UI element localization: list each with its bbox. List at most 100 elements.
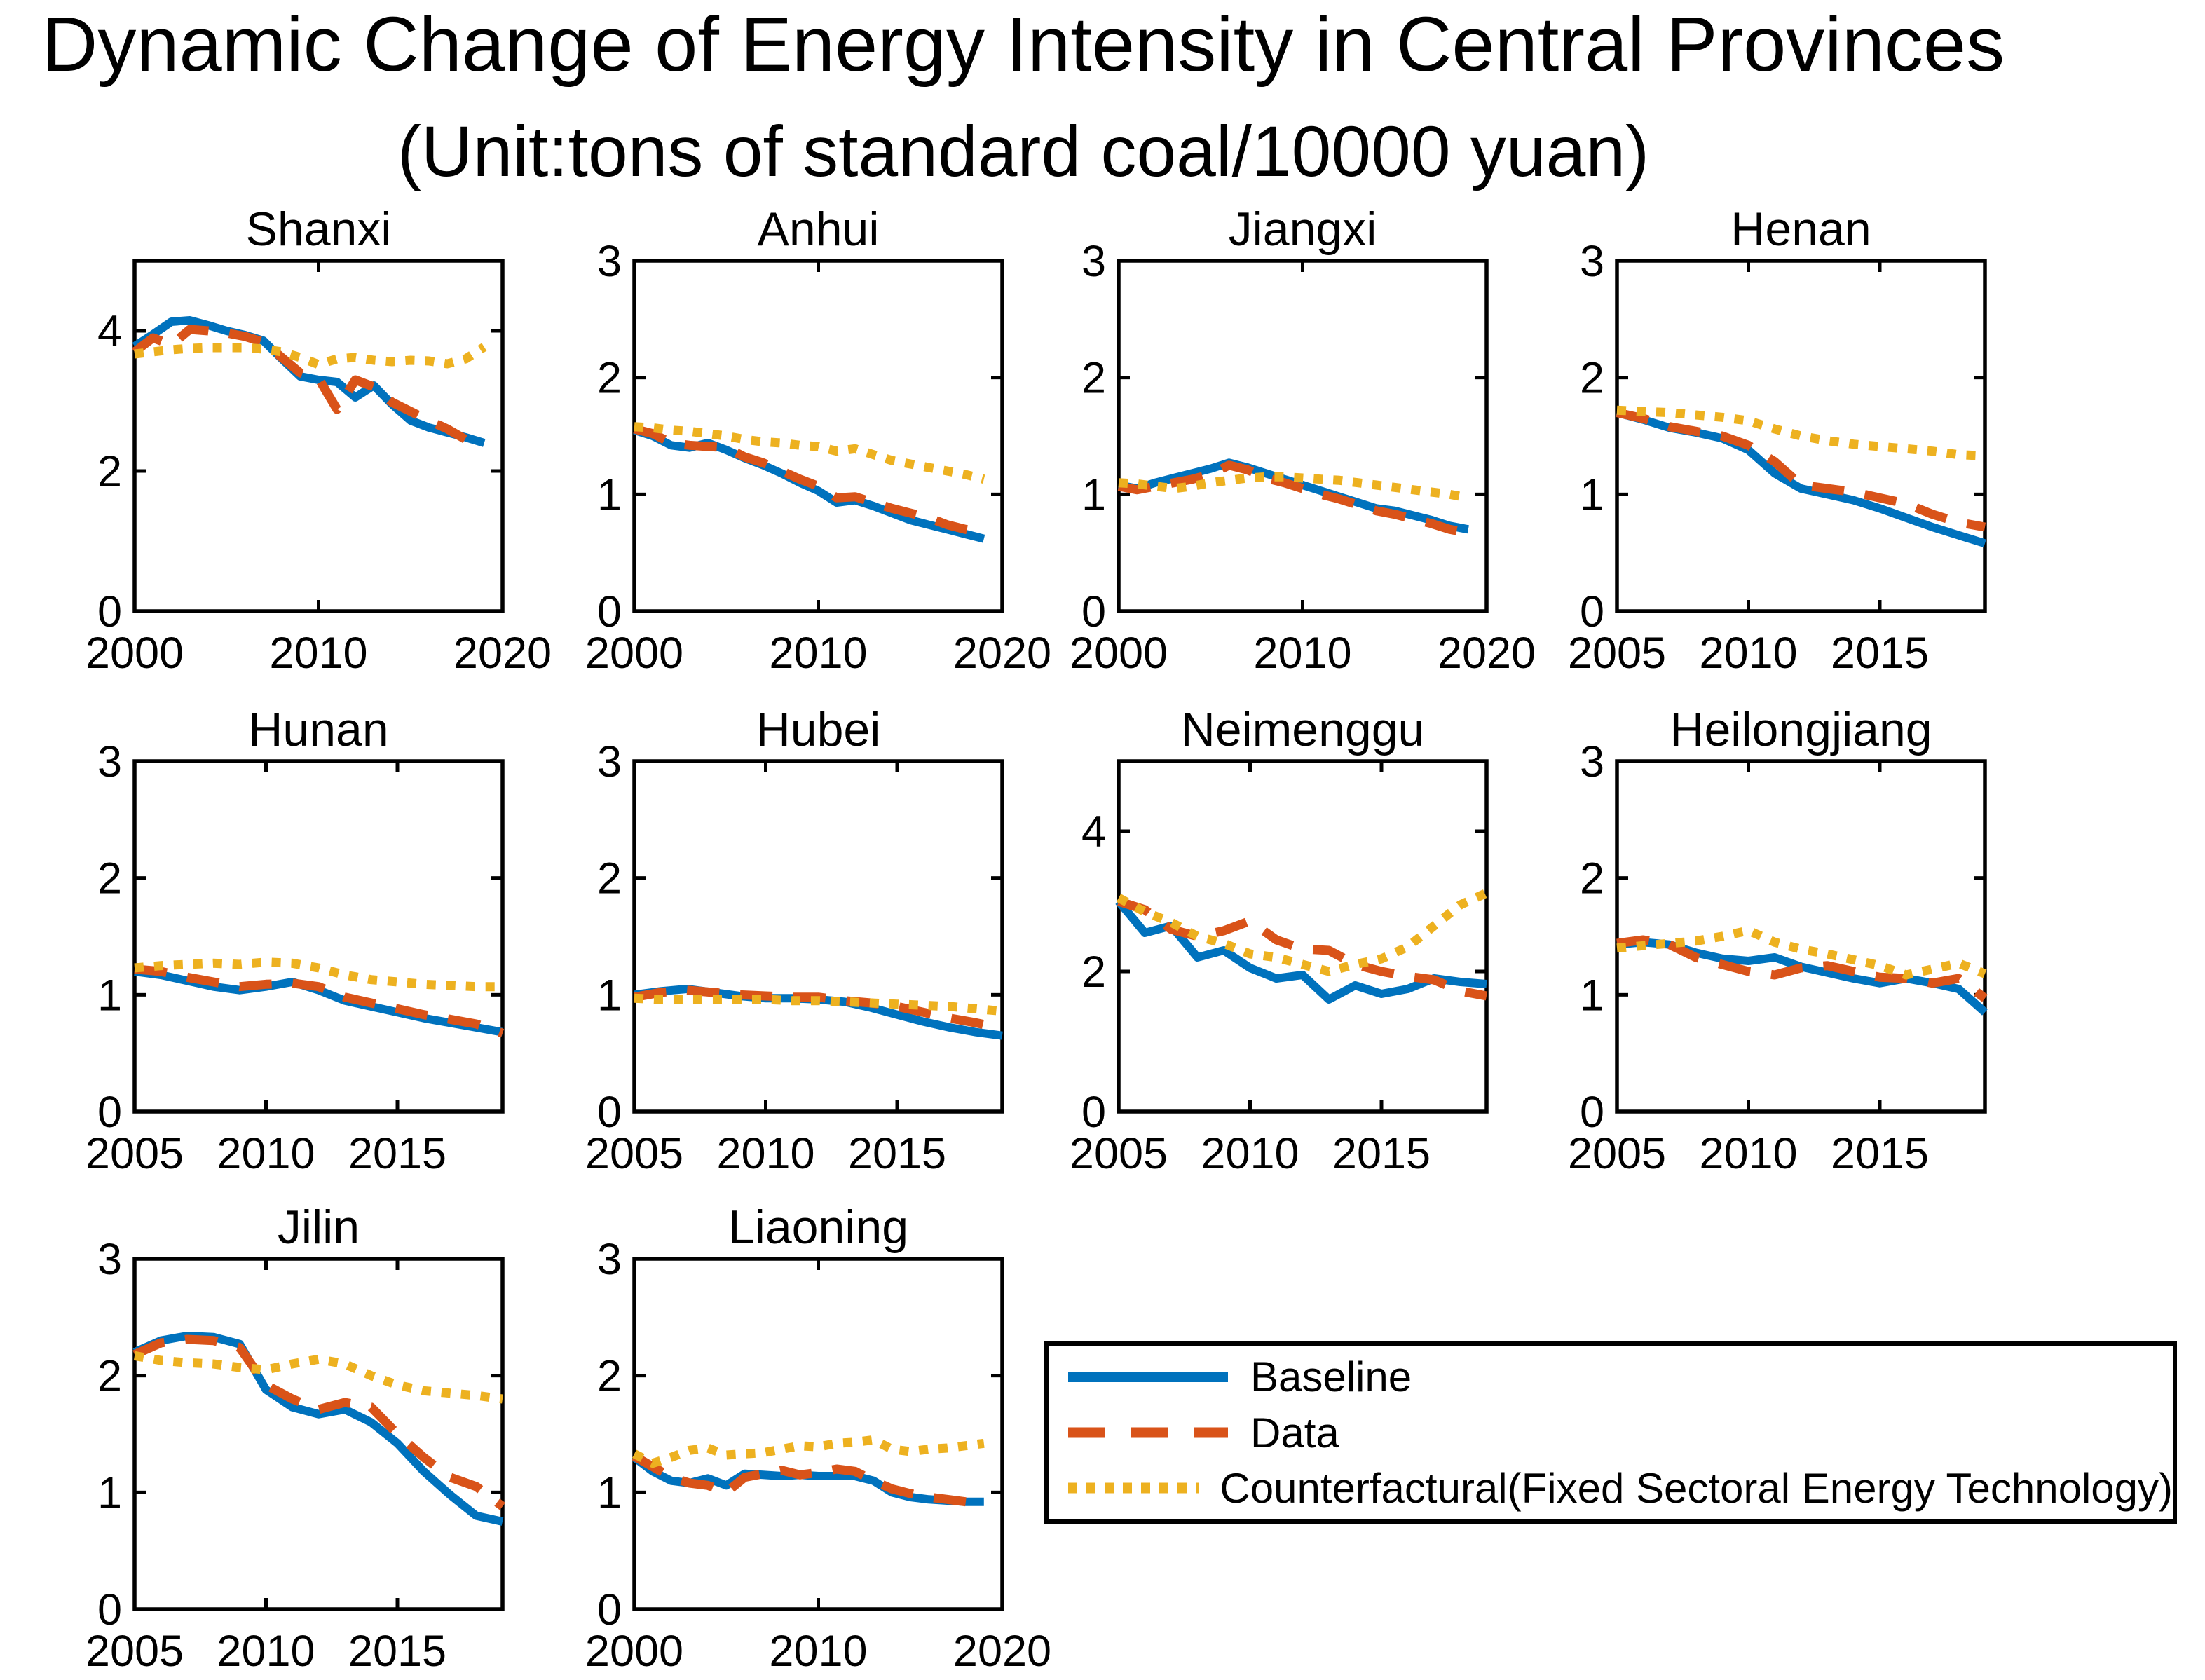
neimenggu-plot-area: Neimenggu 2005 2010 2015 0 2 4 bbox=[1070, 703, 1489, 1178]
subplot-jiangxi: Jiangxi 2000 2010 2020 0 1 2 3 bbox=[1020, 198, 1557, 688]
anhui-ytick-label: 2 bbox=[597, 354, 622, 403]
henan-axes-box bbox=[1615, 259, 1987, 613]
legend-line-sample-counterfactual-icon bbox=[1068, 1482, 1199, 1494]
jilin-axes-box bbox=[132, 1257, 505, 1611]
liaoning-data-line bbox=[632, 1452, 985, 1509]
heilongjiang-plot-area: Heilongjiang 2005 2010 2015 0 1 2 3 bbox=[1568, 703, 1988, 1178]
henan-ytick-label: 2 bbox=[1580, 354, 1604, 403]
hunan-subplot-title: Hunan bbox=[248, 703, 388, 756]
anhui-ytick-label: 0 bbox=[597, 587, 622, 636]
henan-ytick-label: 0 bbox=[1580, 587, 1604, 636]
subplot-henan: Henan 2005 2010 2015 0 1 2 3 bbox=[1519, 198, 2055, 688]
neimenggu-ytick-label: 4 bbox=[1081, 807, 1106, 856]
anhui-xtick-label: 2020 bbox=[953, 629, 1051, 678]
jilin-ytick-label: 2 bbox=[97, 1352, 122, 1401]
henan-data-line bbox=[1616, 408, 1986, 532]
legend-item-baseline: Baseline bbox=[1067, 1353, 2173, 1401]
subplot-neimenggu: Neimenggu 2005 2010 2015 0 2 4 bbox=[1020, 698, 1557, 1189]
subplot-liaoning: Liaoning 2000 2010 2020 0 1 2 3 bbox=[536, 1196, 1072, 1680]
shanxi-xtick-label: 2000 bbox=[86, 629, 184, 678]
jiangxi-ytick-label: 2 bbox=[1081, 354, 1106, 403]
liaoning-xtick-label: 2000 bbox=[585, 1627, 683, 1676]
heilongjiang-xtick-label: 2015 bbox=[1831, 1129, 1929, 1178]
subplot-shanxi: Shanxi 2000 2010 2020 0 2 4 bbox=[36, 198, 573, 688]
legend-box: Baseline Data Counterfactural(Fixed Sector… bbox=[1044, 1341, 2177, 1524]
jiangxi-ytick-label: 3 bbox=[1081, 237, 1106, 286]
jiangxi-xtick-label: 2000 bbox=[1070, 629, 1168, 678]
liaoning-subplot-title: Liaoning bbox=[728, 1201, 908, 1254]
hubei-ytick-label: 3 bbox=[597, 737, 622, 786]
heilongjiang-ytick-label: 3 bbox=[1580, 737, 1604, 786]
jiangxi-data-line bbox=[1117, 460, 1470, 538]
neimenggu-xtick-label: 2010 bbox=[1201, 1129, 1299, 1178]
subplot-anhui: Anhui 2000 2010 2020 0 1 2 3 bbox=[536, 198, 1072, 688]
hubei-ytick-label: 0 bbox=[597, 1088, 622, 1137]
hunan-ytick-label: 1 bbox=[97, 971, 122, 1020]
neimenggu-subplot-title: Neimenggu bbox=[1181, 703, 1425, 756]
legend-item-counterfactual: Counterfactural(Fixed Sectoral Energy Te… bbox=[1067, 1464, 2173, 1512]
shanxi-baseline-line bbox=[132, 316, 486, 447]
heilongjiang-baseline-line bbox=[1616, 938, 1988, 1016]
hubei-plot-area: Hubei 2005 2010 2015 0 1 2 3 bbox=[585, 703, 1004, 1178]
shanxi-xtick-label: 2020 bbox=[453, 629, 552, 678]
neimenggu-ytick-label: 2 bbox=[1081, 948, 1106, 997]
neimenggu-baseline-line bbox=[1115, 899, 1487, 1004]
henan-ytick-label: 1 bbox=[1580, 470, 1604, 519]
hubei-xtick-label: 2010 bbox=[716, 1129, 814, 1178]
henan-xtick-label: 2005 bbox=[1568, 629, 1666, 678]
liaoning-xtick-label: 2010 bbox=[769, 1627, 867, 1676]
heilongjiang-axes-box bbox=[1615, 759, 1987, 1114]
neimenggu-axes-box bbox=[1117, 759, 1489, 1114]
henan-plot-area: Henan 2005 2010 2015 0 1 2 3 bbox=[1568, 203, 1987, 678]
subplot-hubei: Hubei 2005 2010 2015 0 1 2 3 bbox=[536, 698, 1072, 1189]
shanxi-ytick-label: 0 bbox=[97, 587, 122, 636]
hubei-ytick-label: 2 bbox=[597, 854, 622, 903]
neimenggu-counterfactual-line bbox=[1116, 889, 1489, 976]
figure-title-line1: Dynamic Change of Energy Intensity in Ce… bbox=[41, 1, 2005, 88]
henan-xtick-label: 2010 bbox=[1699, 629, 1797, 678]
jilin-xtick-label: 2015 bbox=[348, 1627, 446, 1676]
hubei-xtick-label: 2005 bbox=[585, 1129, 683, 1178]
anhui-ytick-label: 3 bbox=[597, 237, 622, 286]
neimenggu-xtick-label: 2005 bbox=[1070, 1129, 1168, 1178]
shanxi-ytick-label: 4 bbox=[97, 307, 122, 356]
jilin-counterfactual-line bbox=[133, 1351, 503, 1404]
heilongjiang-counterfactual-line bbox=[1616, 926, 1987, 980]
subplot-heilongjiang: Heilongjiang 2005 2010 2015 0 1 2 3 bbox=[1519, 698, 2055, 1189]
hubei-ytick-label: 1 bbox=[597, 971, 622, 1020]
jilin-data-line bbox=[132, 1334, 505, 1510]
henan-subplot-title: Henan bbox=[1730, 203, 1871, 256]
anhui-counterfactual-line bbox=[634, 422, 985, 484]
hunan-ytick-label: 2 bbox=[97, 854, 122, 903]
liaoning-ytick-label: 0 bbox=[597, 1585, 622, 1634]
hunan-plot-area: Hunan 2005 2010 2015 0 1 2 3 bbox=[86, 703, 505, 1178]
jiangxi-xtick-label: 2020 bbox=[1438, 629, 1536, 678]
jilin-xtick-label: 2005 bbox=[86, 1627, 184, 1676]
anhui-subplot-title: Anhui bbox=[758, 203, 880, 256]
jilin-xtick-label: 2010 bbox=[217, 1627, 315, 1676]
heilongjiang-xtick-label: 2005 bbox=[1568, 1129, 1666, 1178]
anhui-xtick-label: 2000 bbox=[585, 629, 683, 678]
liaoning-xtick-label: 2020 bbox=[953, 1627, 1051, 1676]
liaoning-ytick-label: 2 bbox=[597, 1352, 622, 1401]
legend-label-baseline: Baseline bbox=[1250, 1353, 1412, 1401]
shanxi-axes-box bbox=[132, 259, 505, 613]
hunan-xtick-label: 2005 bbox=[86, 1129, 184, 1178]
hunan-axes-box bbox=[132, 759, 505, 1114]
jiangxi-plot-area: Jiangxi 2000 2010 2020 0 1 2 3 bbox=[1070, 203, 1536, 678]
shanxi-xtick-label: 2010 bbox=[269, 629, 367, 678]
neimenggu-xtick-label: 2015 bbox=[1332, 1129, 1431, 1178]
heilongjiang-subplot-title: Heilongjiang bbox=[1670, 703, 1932, 756]
heilongjiang-ytick-label: 2 bbox=[1580, 854, 1604, 903]
henan-counterfactual-line bbox=[1616, 405, 1986, 460]
hunan-ytick-label: 0 bbox=[97, 1088, 122, 1137]
hubei-axes-box bbox=[632, 759, 1004, 1114]
neimenggu-data-line bbox=[1117, 896, 1488, 1001]
legend-line-sample-data-icon bbox=[1068, 1427, 1228, 1438]
jilin-ytick-label: 1 bbox=[97, 1468, 122, 1517]
hunan-counterfactual-line bbox=[134, 957, 503, 992]
hunan-xtick-label: 2010 bbox=[217, 1129, 315, 1178]
anhui-plot-area: Anhui 2000 2010 2020 0 1 2 3 bbox=[585, 203, 1051, 678]
hubei-subplot-title: Hubei bbox=[756, 703, 881, 756]
